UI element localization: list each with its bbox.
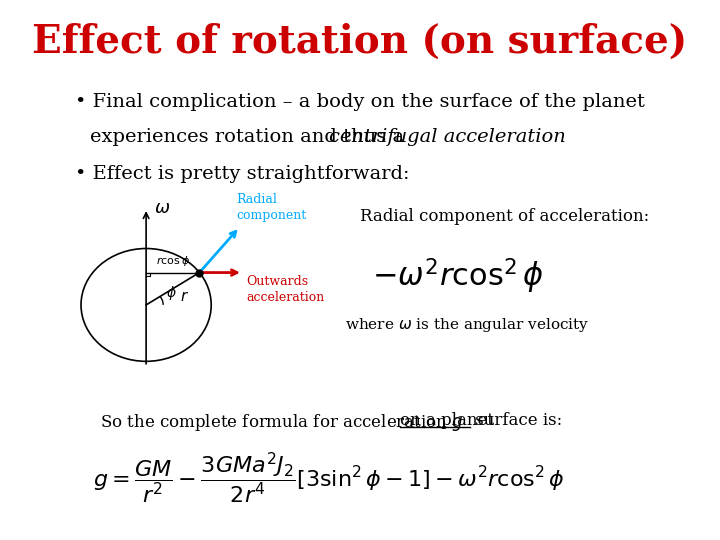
Text: $\phi$: $\phi$ xyxy=(166,284,176,302)
Text: centrifugal acceleration: centrifugal acceleration xyxy=(329,127,566,146)
Text: where $\omega$ is the angular velocity: where $\omega$ is the angular velocity xyxy=(344,316,589,334)
Text: $r$: $r$ xyxy=(181,290,189,304)
Text: Radial
component: Radial component xyxy=(237,193,307,221)
Text: $\omega$: $\omega$ xyxy=(153,199,170,217)
Text: $g = \dfrac{GM}{r^2} - \dfrac{3GMa^2J_2}{2r^4}[3\sin^2\phi - 1] - \omega^2 r\cos: $g = \dfrac{GM}{r^2} - \dfrac{3GMa^2J_2}… xyxy=(94,450,565,506)
Text: Radial component of acceleration:: Radial component of acceleration: xyxy=(360,208,649,225)
Text: Effect of rotation (on surface): Effect of rotation (on surface) xyxy=(32,23,688,61)
Text: $-\omega^2 r\cos^2\phi$: $-\omega^2 r\cos^2\phi$ xyxy=(372,256,544,296)
Text: experiences rotation and thus a: experiences rotation and thus a xyxy=(90,127,410,146)
Text: $r\cos\phi$: $r\cos\phi$ xyxy=(156,254,190,268)
Text: surface is:: surface is: xyxy=(470,413,562,429)
Text: on a planet: on a planet xyxy=(400,413,495,429)
Text: So the complete formula for acceleration $g$: So the complete formula for acceleration… xyxy=(99,413,464,434)
Text: • Effect is pretty straightforward:: • Effect is pretty straightforward: xyxy=(75,165,409,183)
Text: Outwards
acceleration: Outwards acceleration xyxy=(246,275,324,304)
Text: • Final complication – a body on the surface of the planet: • Final complication – a body on the sur… xyxy=(75,93,644,111)
